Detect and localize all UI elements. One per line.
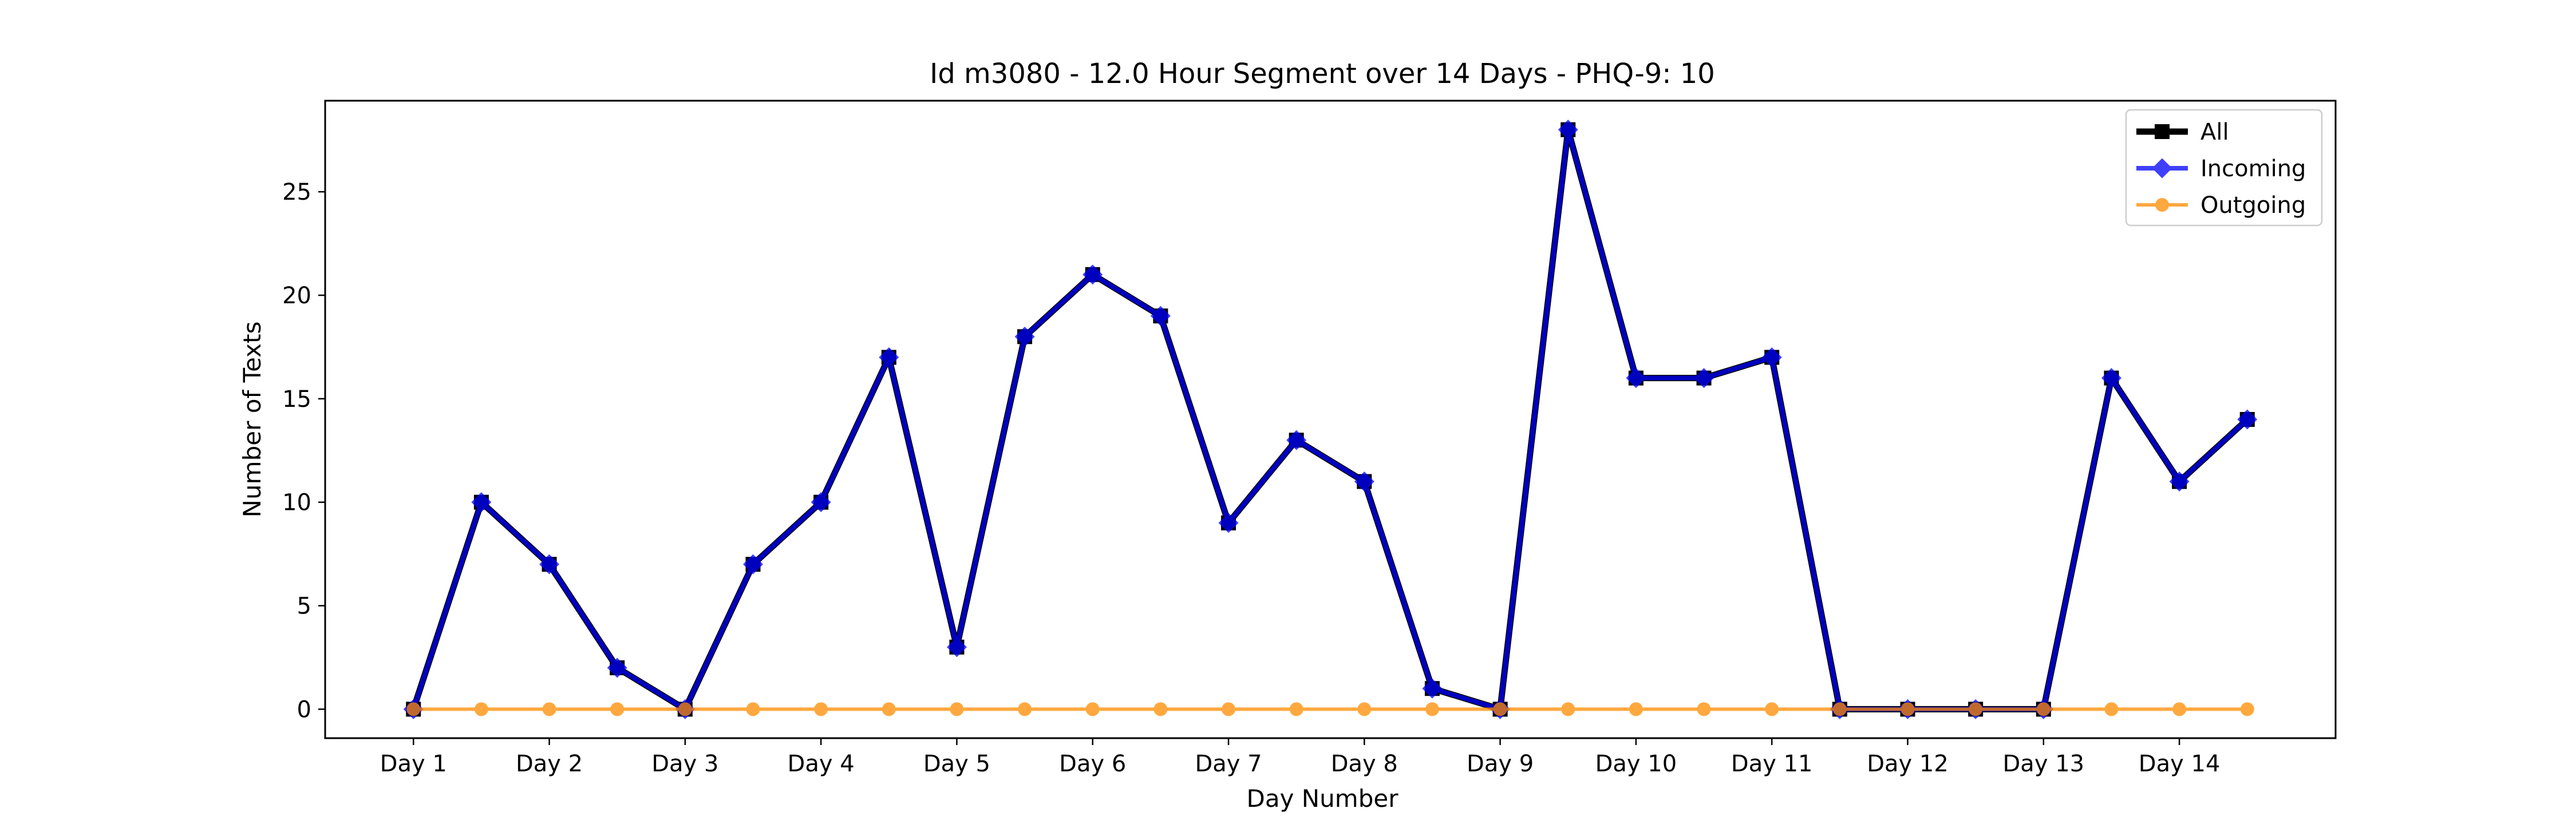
data-point [542, 702, 556, 716]
data-point [1014, 326, 1035, 347]
data-point [1626, 368, 1646, 389]
data-point [539, 554, 560, 575]
data-point [746, 702, 760, 716]
data-point [1082, 264, 1103, 285]
x-tick-label: Day 6 [1059, 751, 1126, 777]
legend-box [2125, 109, 2323, 227]
data-point [1969, 702, 1983, 716]
data-point [1558, 120, 1578, 140]
data-point [1422, 678, 1443, 699]
y-axis: 0 5 10 15 20 25 [282, 179, 325, 723]
legend-label: Incoming [2200, 156, 2306, 182]
x-tick-label: Day 14 [2139, 751, 2221, 777]
legend-marker [2155, 198, 2169, 212]
data-point [811, 492, 831, 513]
data-point [1354, 472, 1374, 492]
x-tick-label: Day 11 [1731, 751, 1813, 777]
data-point [474, 702, 488, 716]
data-point [1018, 702, 1032, 716]
x-tick-label: Day 4 [788, 751, 855, 777]
legend: All Incoming Outgoing [2125, 109, 2323, 227]
data-point [2237, 409, 2258, 430]
data-point [1765, 702, 1779, 716]
plot-frame [324, 100, 2337, 739]
x-axis-label: Day Number [1246, 785, 1398, 813]
x-tick-label: Day 1 [380, 751, 447, 777]
data-point [1357, 702, 1372, 716]
data-point [2104, 702, 2119, 716]
data-point [814, 702, 828, 716]
data-point [1561, 702, 1575, 716]
data-point [1493, 702, 1507, 716]
data-point [1286, 430, 1307, 450]
data-point [879, 347, 899, 367]
data-point [1218, 513, 1239, 533]
y-tick-label: 5 [297, 593, 311, 620]
data-point [742, 554, 763, 575]
y-tick-label: 10 [282, 490, 311, 516]
x-tick-label: Day 5 [923, 751, 990, 777]
x-tick-label: Day 13 [2003, 751, 2085, 777]
data-point [1150, 306, 1171, 326]
legend-entry [2136, 124, 2188, 139]
data-point [946, 637, 967, 657]
legend-entry [2136, 198, 2188, 212]
y-axis-label: Number of Texts [238, 322, 266, 518]
x-tick-label: Day 10 [1595, 751, 1677, 777]
data-point [1425, 702, 1439, 716]
series-all [406, 122, 2255, 717]
series-line [411, 129, 2249, 713]
data-point [1832, 702, 1847, 716]
data-point [1697, 702, 1711, 716]
legend-marker [2152, 158, 2172, 179]
data-point [1085, 702, 1100, 716]
legend-marker [2155, 124, 2170, 139]
y-tick-label: 15 [282, 386, 311, 413]
data-point [2101, 368, 2121, 389]
data-point [678, 702, 692, 716]
series-outgoing [406, 702, 2254, 716]
data-point [1153, 702, 1168, 716]
data-point [1629, 702, 1643, 716]
x-axis: Day 1 Day 2 Day 3 Day 4 Day 5 Day 6 Day 7 Day 8… [380, 738, 2221, 777]
series-incoming [403, 120, 2258, 719]
data-point [2240, 702, 2254, 716]
x-tick-label: Day 2 [516, 751, 583, 777]
data-point [1901, 702, 1915, 716]
data-point [607, 657, 627, 678]
data-point [1222, 702, 1236, 716]
data-point [2172, 702, 2187, 716]
x-tick-label: Day 9 [1467, 751, 1534, 777]
y-tick-label: 25 [282, 179, 311, 205]
data-point [471, 492, 492, 513]
legend-label: All [2200, 119, 2229, 145]
data-point [610, 702, 625, 716]
data-point [406, 702, 421, 716]
data-point [1761, 347, 1782, 367]
y-tick-label: 20 [282, 283, 311, 309]
x-tick-label: Day 8 [1331, 751, 1398, 777]
data-point [2169, 472, 2190, 492]
chart-title: Id m3080 - 12.0 Hour Segment over 14 Day… [930, 58, 1715, 90]
x-tick-label: Day 3 [651, 751, 718, 777]
y-tick-label: 0 [297, 696, 311, 723]
x-tick-label: Day 7 [1195, 751, 1262, 777]
data-point [950, 702, 964, 716]
data-point [2036, 702, 2050, 716]
data-point [882, 702, 896, 716]
series-line [410, 129, 2250, 714]
legend-entry [2136, 158, 2188, 179]
data-point [1694, 368, 1714, 389]
x-tick-label: Day 12 [1867, 751, 1949, 777]
legend-label: Outgoing [2200, 192, 2306, 219]
plot-area [403, 120, 2258, 719]
data-point [1289, 702, 1303, 716]
